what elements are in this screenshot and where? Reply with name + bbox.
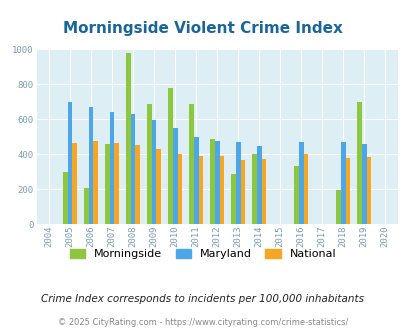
- Bar: [110, 113, 114, 224]
- Bar: [147, 104, 151, 224]
- Bar: [63, 172, 68, 224]
- Bar: [194, 137, 198, 224]
- Bar: [151, 120, 156, 224]
- Bar: [156, 149, 161, 224]
- Bar: [130, 114, 135, 224]
- Bar: [198, 156, 202, 224]
- Bar: [173, 128, 177, 224]
- Legend: Morningside, Maryland, National: Morningside, Maryland, National: [65, 244, 340, 263]
- Bar: [126, 53, 130, 224]
- Bar: [189, 104, 194, 224]
- Bar: [214, 141, 219, 224]
- Text: Morningside Violent Crime Index: Morningside Violent Crime Index: [63, 21, 342, 36]
- Bar: [261, 159, 266, 224]
- Bar: [356, 102, 361, 224]
- Bar: [105, 144, 110, 224]
- Bar: [68, 102, 72, 224]
- Bar: [240, 160, 245, 224]
- Bar: [168, 88, 173, 224]
- Bar: [340, 142, 345, 224]
- Bar: [256, 146, 261, 224]
- Bar: [235, 142, 240, 224]
- Bar: [72, 143, 77, 224]
- Bar: [345, 158, 350, 224]
- Bar: [294, 166, 298, 224]
- Bar: [177, 153, 182, 224]
- Bar: [231, 174, 235, 224]
- Bar: [298, 142, 303, 224]
- Bar: [335, 190, 340, 224]
- Bar: [366, 157, 370, 224]
- Bar: [361, 144, 366, 224]
- Bar: [93, 141, 98, 224]
- Bar: [135, 145, 140, 224]
- Text: © 2025 CityRating.com - https://www.cityrating.com/crime-statistics/: © 2025 CityRating.com - https://www.city…: [58, 318, 347, 327]
- Bar: [252, 154, 256, 224]
- Bar: [89, 107, 93, 224]
- Text: Crime Index corresponds to incidents per 100,000 inhabitants: Crime Index corresponds to incidents per…: [41, 294, 364, 304]
- Bar: [303, 154, 307, 224]
- Bar: [219, 156, 224, 224]
- Bar: [210, 139, 214, 224]
- Bar: [84, 188, 89, 224]
- Bar: [114, 143, 119, 224]
